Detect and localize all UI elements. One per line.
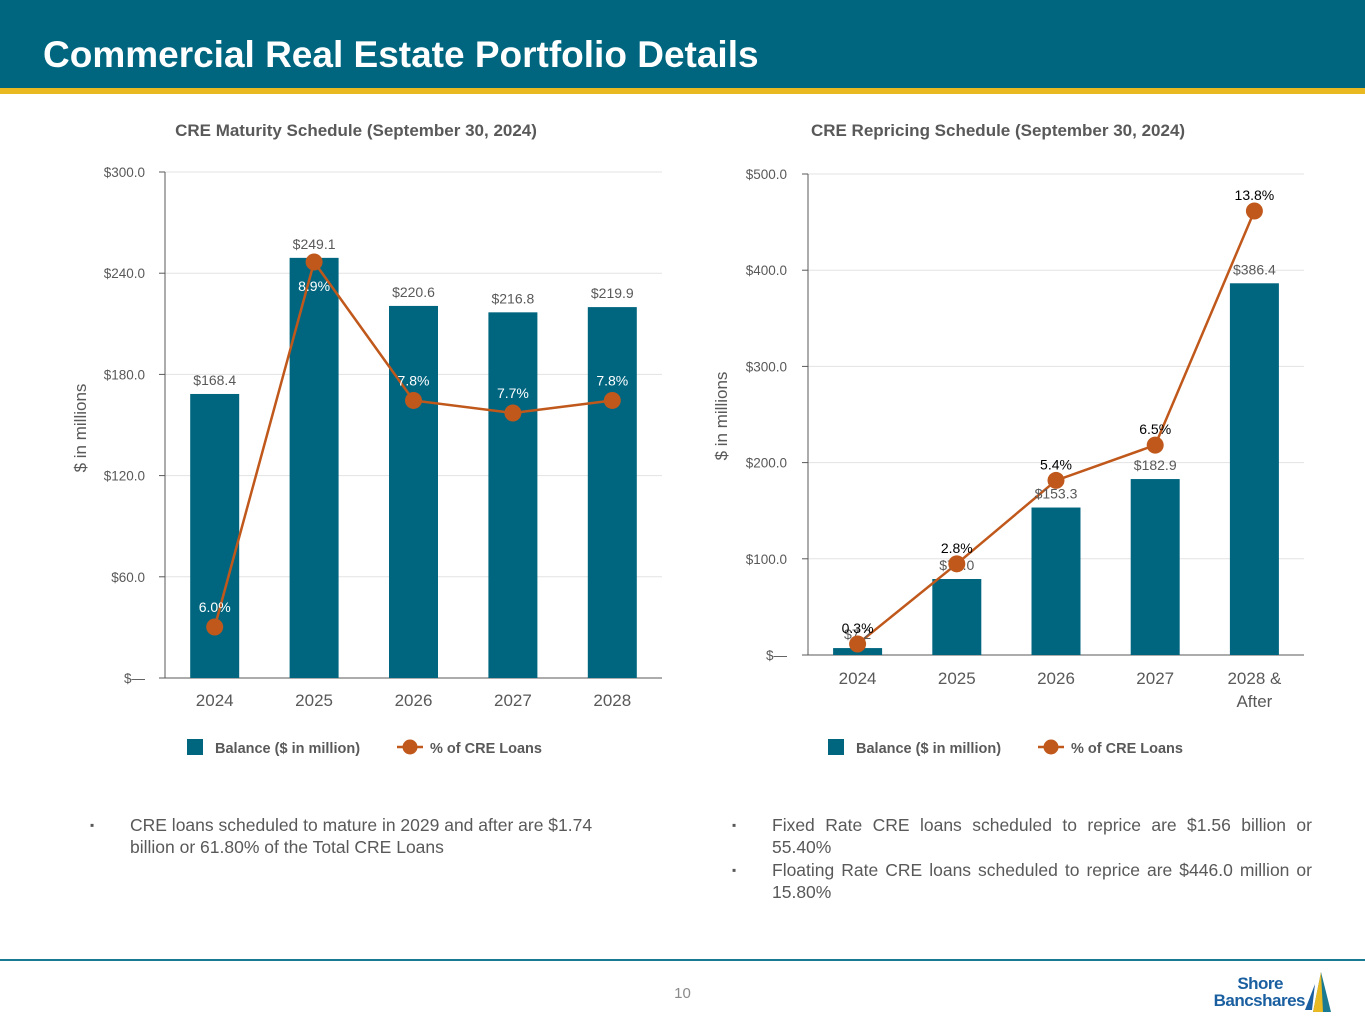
percent-label: 0.3% — [842, 620, 874, 636]
y-axis-label: $ in millions — [712, 372, 731, 461]
percent-marker — [948, 555, 966, 573]
percent-marker — [1146, 436, 1164, 454]
y-tick-label: $500.0 — [746, 167, 787, 182]
x-tick-label: 2027 — [494, 691, 532, 710]
bar — [1031, 507, 1081, 655]
bar — [1130, 479, 1180, 655]
note-item: ▪ CRE loans scheduled to mature in 2029 a… — [90, 815, 593, 857]
y-tick-label: $120.0 — [104, 469, 145, 484]
x-tick-label: After — [1236, 692, 1272, 711]
header-accent-rule — [0, 88, 1365, 94]
x-tick-label: 2025 — [938, 669, 976, 688]
y-tick-label: $100.0 — [746, 552, 787, 567]
percent-label: 8.9% — [298, 278, 330, 294]
x-tick-label: 2024 — [839, 669, 877, 688]
bar — [289, 257, 339, 678]
percent-marker — [305, 253, 323, 271]
chart-title-maturity: CRE Maturity Schedule (September 30, 202… — [175, 121, 537, 140]
percent-label: 7.8% — [596, 372, 628, 388]
bar-value-label: $7.2 — [844, 626, 871, 642]
x-tick-label: 2026 — [395, 691, 433, 710]
legend-bar-label: Balance ($ in million) — [856, 741, 1001, 757]
x-tick-label: 2027 — [1136, 669, 1174, 688]
bar-value-label: $386.4 — [1233, 261, 1276, 277]
x-tick-label: 2026 — [1037, 669, 1075, 688]
y-tick-label: $400.0 — [746, 263, 787, 278]
bullet-icon: ▪ — [732, 863, 737, 877]
bar-value-label: $216.8 — [491, 290, 534, 306]
bar-value-label: $153.3 — [1035, 486, 1078, 502]
note-item: ▪ Floating Rate CRE loans scheduled to re… — [732, 860, 1312, 902]
bar — [932, 579, 982, 655]
logo-text-line1: Shore — [1237, 974, 1283, 993]
bar-value-label: $249.1 — [293, 236, 336, 252]
logo-text-line2: Bancshares — [1213, 991, 1306, 1010]
percent-label: 5.4% — [1040, 456, 1072, 472]
note-item: ▪ Fixed Rate CRE loans scheduled to repri… — [732, 815, 1312, 857]
bar — [1229, 283, 1279, 655]
percent-marker — [405, 391, 422, 409]
y-tick-label: $— — [124, 671, 146, 686]
percent-marker — [603, 391, 621, 409]
bar-value-label: $220.6 — [392, 284, 435, 300]
legend-line-label: % of CRE Loans — [1071, 741, 1183, 757]
bar-value-label: $182.9 — [1134, 457, 1177, 473]
bar-value-label: $219.9 — [591, 285, 634, 301]
percent-label: 6.5% — [1139, 421, 1171, 437]
bullet-icon: ▪ — [732, 818, 737, 832]
bar — [587, 307, 637, 678]
bar-value-label: $168.4 — [193, 372, 236, 388]
x-tick-label: 2025 — [295, 691, 333, 710]
legend-line-label: % of CRE Loans — [430, 741, 542, 757]
x-tick-label: 2028 — [593, 691, 631, 710]
x-tick-label: 2024 — [196, 691, 234, 710]
y-tick-label: $180.0 — [104, 367, 145, 382]
bar — [389, 305, 438, 678]
y-tick-label: $200.0 — [746, 456, 787, 471]
percent-label: 13.8% — [1235, 187, 1275, 203]
percent-label: 6.0% — [199, 599, 231, 615]
sailboat-icon — [1305, 972, 1331, 1012]
y-tick-label: $300.0 — [104, 165, 145, 180]
footer-rule — [0, 959, 1365, 961]
percent-label: 2.8% — [941, 540, 973, 556]
y-tick-label: $300.0 — [746, 359, 787, 374]
percent-marker — [849, 635, 867, 653]
legend-bar-swatch — [828, 739, 844, 755]
page-title: Commercial Real Estate Portfolio Details — [43, 34, 759, 75]
y-axis-label: $ in millions — [71, 384, 90, 473]
maturity-chart: $— $60.0 $120.0 $180.0 $240.0 $300.0 $ in mill… — [71, 165, 662, 757]
page-number: 10 — [674, 985, 691, 1002]
percent-label: 7.7% — [497, 385, 529, 401]
percent-marker — [1047, 471, 1065, 489]
company-logo: Shore Bancshares — [1213, 970, 1335, 1016]
percent-marker — [504, 404, 522, 422]
repricing-chart: $— $100.0 $200.0 $300.0 $400.0 $500.0 $ in mil… — [712, 167, 1304, 757]
notes-left: ▪ CRE loans scheduled to mature in 2029 a… — [90, 814, 638, 859]
percent-marker — [1245, 202, 1263, 220]
chart-title-repricing: CRE Repricing Schedule (September 30, 20… — [810, 121, 1186, 140]
legend-bar-label: Balance ($ in million) — [215, 741, 360, 757]
y-tick-label: $— — [766, 648, 788, 663]
bullet-icon: ▪ — [90, 818, 95, 832]
legend-marker-swatch — [402, 739, 418, 755]
y-tick-label: $240.0 — [104, 266, 145, 281]
percent-label: 7.8% — [398, 372, 430, 388]
y-tick-label: $60.0 — [111, 570, 145, 585]
header-bar — [0, 0, 1365, 88]
bar — [488, 312, 538, 678]
percent-marker — [206, 618, 224, 636]
notes-right: ▪ Fixed Rate CRE loans scheduled to repri… — [732, 814, 1312, 904]
legend-marker-swatch — [1043, 739, 1059, 755]
legend-bar-swatch — [187, 739, 203, 755]
x-tick-label: 2028 & — [1227, 669, 1282, 688]
